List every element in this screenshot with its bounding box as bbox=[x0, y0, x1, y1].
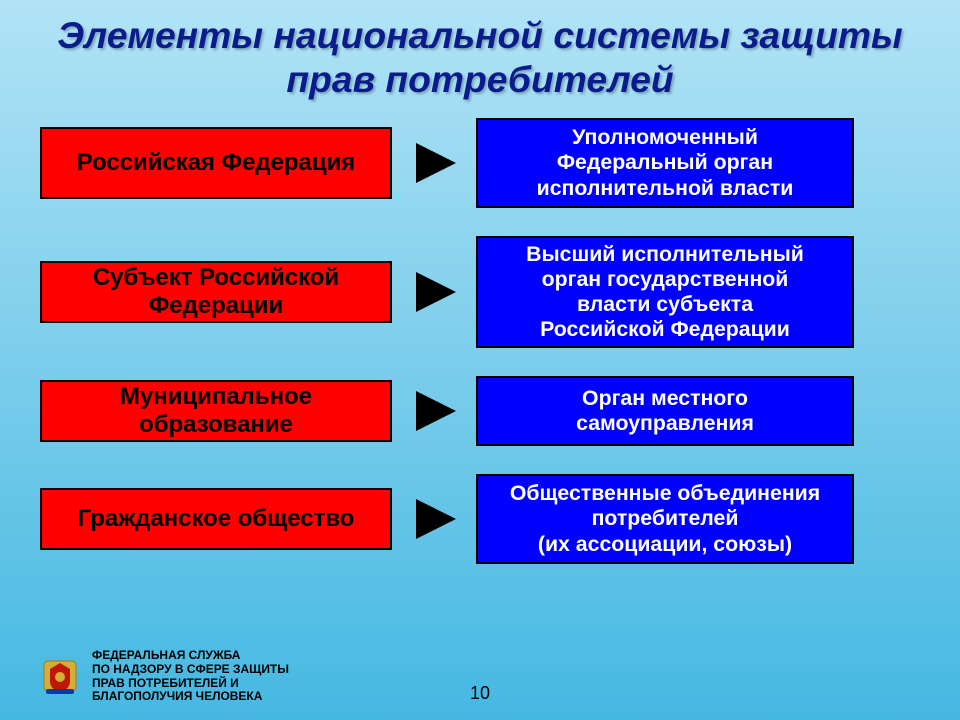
arrow-icon-2 bbox=[404, 387, 464, 435]
left-box-2: Муниципальное образование bbox=[40, 380, 392, 442]
right-box-1: Высший исполнительный орган государствен… bbox=[476, 236, 854, 348]
diagram-row-1: Субъект Российской Федерации Высший испол… bbox=[40, 236, 920, 348]
diagram-row-3: Гражданское общество Общественные объедин… bbox=[40, 474, 920, 564]
right-box-0: Уполномоченный Федеральный орган исполни… bbox=[476, 118, 854, 208]
arrow-icon-3 bbox=[404, 495, 464, 543]
slide-title: Элементы национальной системы защиты пра… bbox=[0, 0, 960, 110]
right-box-3: Общественные объединения потребителей (и… bbox=[476, 474, 854, 564]
arrow-icon-0 bbox=[404, 139, 464, 187]
left-box-0: Российская Федерация bbox=[40, 127, 392, 199]
slide: Элементы национальной системы защиты пра… bbox=[0, 0, 960, 720]
arrow-icon-1 bbox=[404, 268, 464, 316]
diagram-row-0: Российская Федерация Уполномоченный Федер… bbox=[40, 118, 920, 208]
right-box-2: Орган местного самоуправления bbox=[476, 376, 854, 446]
left-box-3: Гражданское общество bbox=[40, 488, 392, 550]
page-number: 10 bbox=[0, 683, 960, 704]
diagram-rows: Российская Федерация Уполномоченный Федер… bbox=[40, 118, 920, 592]
left-box-1: Субъект Российской Федерации bbox=[40, 261, 392, 323]
diagram-row-2: Муниципальное образование Орган местного … bbox=[40, 376, 920, 446]
